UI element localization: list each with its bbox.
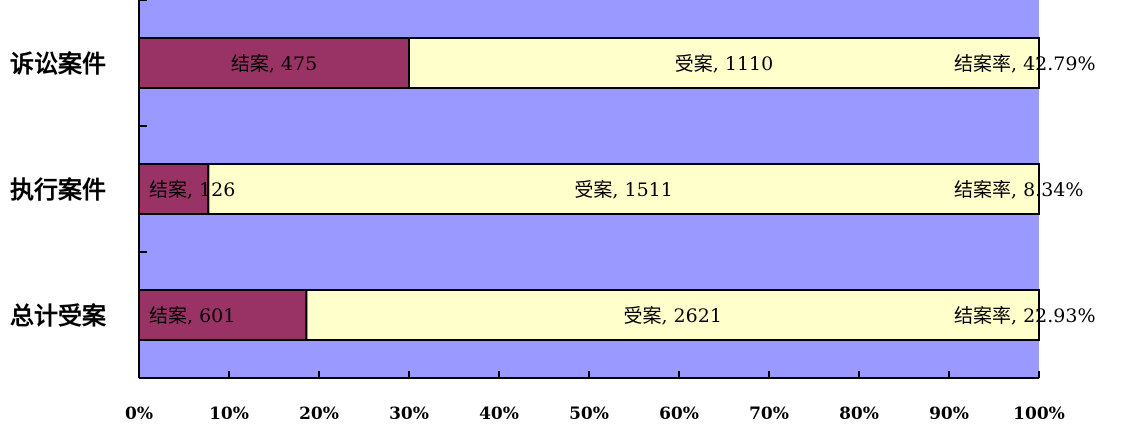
data-label-closed: 结案, 601: [149, 305, 235, 327]
x-tick-label: 90%: [929, 404, 969, 424]
x-tick-label: 70%: [749, 404, 789, 424]
data-label-closed: 结案, 126: [149, 179, 235, 201]
x-tick-label: 20%: [299, 404, 339, 424]
category-label: 总计受案: [10, 302, 107, 330]
data-label-received: 受案, 1110: [675, 53, 773, 75]
bar-closed-segment: [138, 37, 410, 89]
bar-closed-segment: [138, 163, 210, 215]
x-tick-label: 30%: [389, 404, 429, 424]
data-label-received: 受案, 1511: [574, 179, 672, 201]
data-label-rate: 结案率, 8.34%: [954, 179, 1083, 201]
x-tick-label: 50%: [569, 404, 609, 424]
bar-received-segment: [207, 163, 1041, 215]
category-label: 诉讼案件: [10, 50, 106, 78]
data-label-rate: 结案率, 42.79%: [954, 53, 1096, 75]
data-label-rate: 结案率, 22.93%: [954, 305, 1096, 327]
bar-received-segment: [305, 289, 1040, 341]
data-label-closed: 结案, 475: [231, 53, 317, 75]
x-tick-label: 40%: [479, 404, 519, 424]
x-tick-label: 0%: [125, 404, 153, 424]
bar-received-segment: [408, 37, 1040, 89]
data-label-received: 受案, 2621: [623, 305, 721, 327]
category-label: 执行案件: [10, 176, 106, 204]
x-tick-label: 10%: [209, 404, 249, 424]
x-tick-label: 100%: [1013, 404, 1065, 424]
x-tick-label: 60%: [659, 404, 699, 424]
bar-closed-segment: [138, 289, 308, 341]
x-tick-label: 80%: [839, 404, 879, 424]
